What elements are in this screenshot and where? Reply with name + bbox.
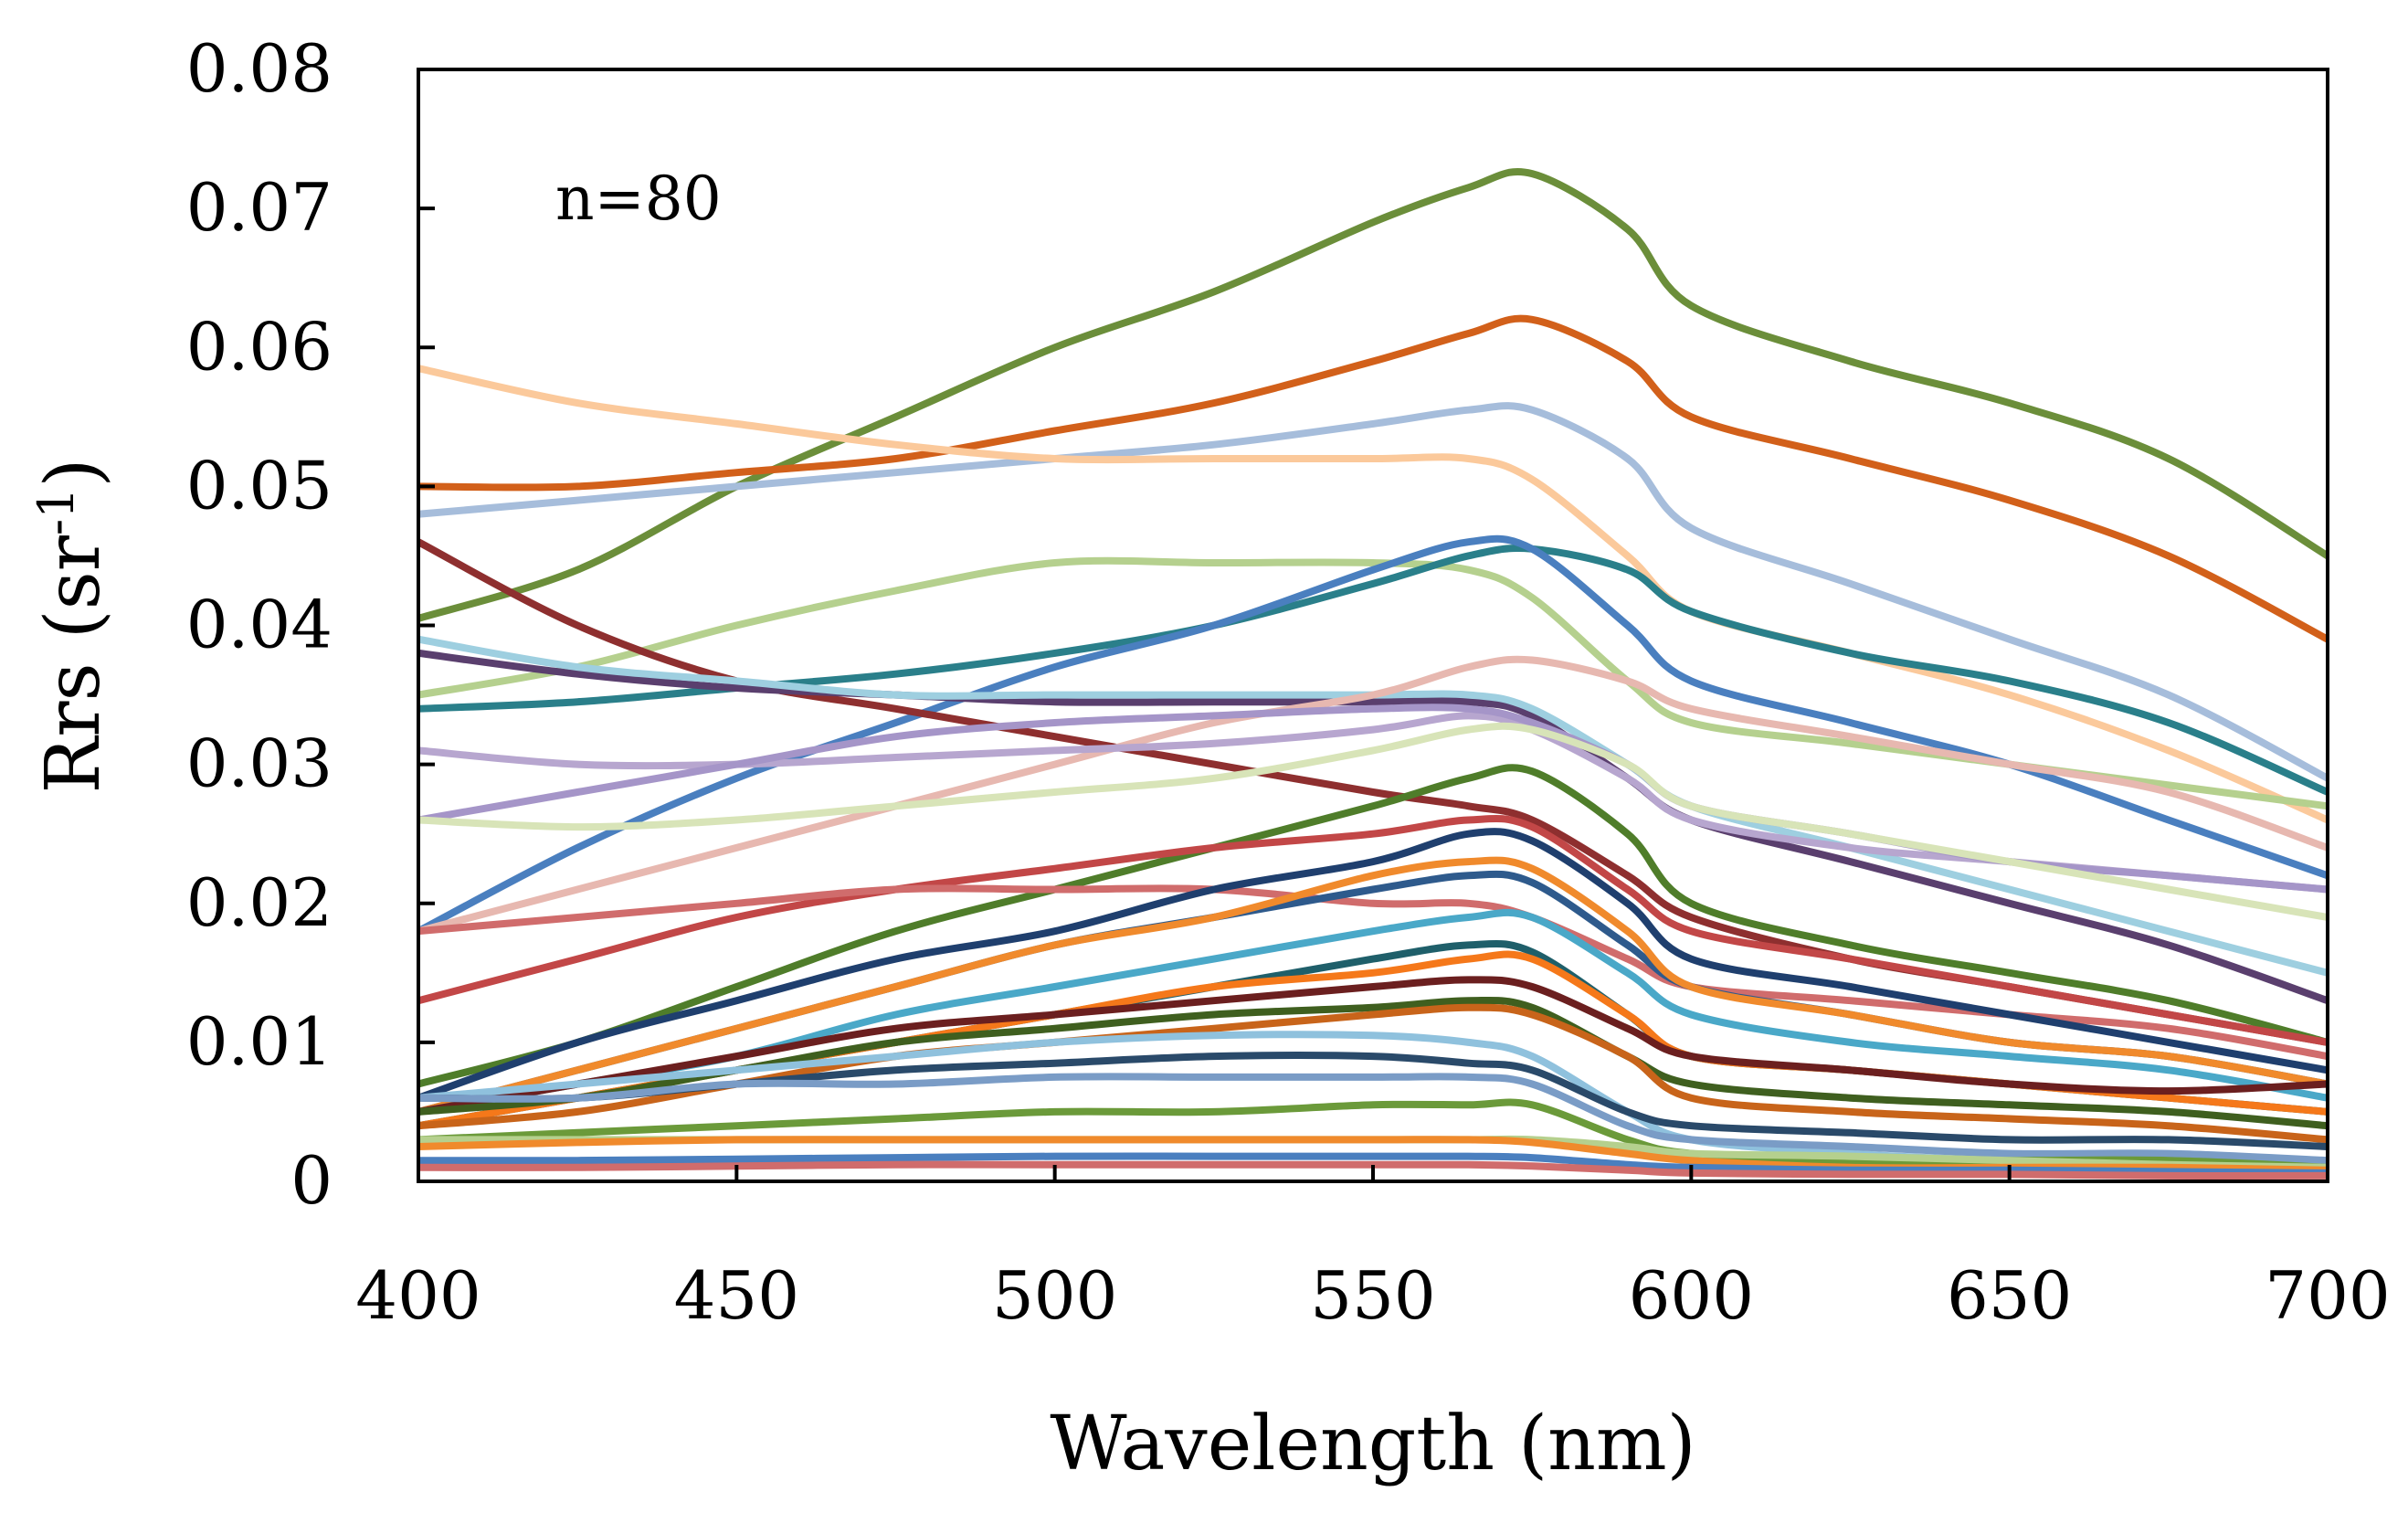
series-line-2 bbox=[418, 314, 2328, 643]
series-line-4 bbox=[418, 365, 2328, 824]
y-axis-title-superscript: -1 bbox=[27, 488, 85, 536]
y-axis-title-close: ) bbox=[30, 459, 117, 488]
series-line-11 bbox=[418, 655, 2328, 936]
y-tick-label: 0.03 bbox=[186, 725, 333, 802]
x-tick-label: 450 bbox=[674, 1257, 799, 1334]
series-line-15 bbox=[418, 764, 2328, 1088]
y-tick-label: 0.04 bbox=[186, 587, 333, 663]
x-tick-label: 550 bbox=[1310, 1257, 1435, 1334]
x-tick-label: 650 bbox=[1947, 1257, 2072, 1334]
series-line-29 bbox=[418, 1073, 2328, 1165]
series-line-1 bbox=[418, 167, 2328, 622]
y-axis-title: Rrs (sr-1) bbox=[27, 459, 117, 794]
series-line-33 bbox=[418, 1152, 2328, 1177]
series-line-16 bbox=[418, 814, 2328, 1046]
y-tick-label: 0.05 bbox=[186, 447, 333, 524]
series-line-34 bbox=[418, 1160, 2328, 1180]
y-tick-label: 0.06 bbox=[186, 308, 333, 385]
x-tick-label: 400 bbox=[355, 1257, 481, 1334]
y-axis-title-main: Rrs (sr bbox=[30, 534, 117, 793]
y-tick-label: 0 bbox=[290, 1142, 333, 1219]
x-tick-label: 600 bbox=[1629, 1257, 1754, 1334]
y-tick-label: 0.07 bbox=[186, 169, 333, 246]
sample-count-annotation: n=80 bbox=[555, 164, 722, 234]
series-line-3 bbox=[418, 402, 2328, 782]
y-tick-label: 0.08 bbox=[186, 30, 333, 107]
series-line-18 bbox=[418, 828, 2328, 1102]
series-line-20 bbox=[418, 856, 2328, 1116]
y-tick-label: 0.01 bbox=[186, 1003, 333, 1080]
series-layer bbox=[418, 167, 2328, 1180]
x-axis: 400 450 500 550 600 650 700 bbox=[355, 1165, 2391, 1334]
y-tick-label: 0.02 bbox=[186, 864, 333, 941]
y-axis: 0 0.01 0.02 0.03 0.04 0.05 0.06 0.07 0.08 bbox=[186, 30, 435, 1219]
x-axis-title: Wavelength (nm) bbox=[1050, 1401, 1695, 1487]
series-line-9 bbox=[418, 649, 2328, 1005]
x-tick-label: 700 bbox=[2265, 1257, 2390, 1334]
x-tick-label: 500 bbox=[992, 1257, 1117, 1334]
series-line-24 bbox=[418, 976, 2328, 1116]
series-line-10 bbox=[418, 635, 2328, 977]
series-line-14 bbox=[418, 722, 2328, 921]
